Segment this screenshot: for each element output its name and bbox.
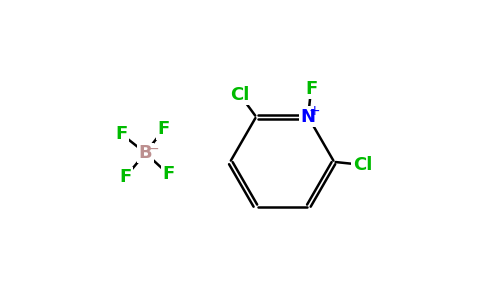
Text: N: N [301,108,316,126]
Text: F: F [305,80,317,98]
Text: Cl: Cl [230,85,249,103]
Text: +: + [309,104,320,118]
Text: F: F [158,120,170,138]
Text: F: F [119,168,131,186]
Text: F: F [163,165,175,183]
Text: F: F [115,125,127,143]
Text: B: B [138,144,152,162]
Text: −: − [147,142,159,156]
Text: Cl: Cl [353,156,372,174]
